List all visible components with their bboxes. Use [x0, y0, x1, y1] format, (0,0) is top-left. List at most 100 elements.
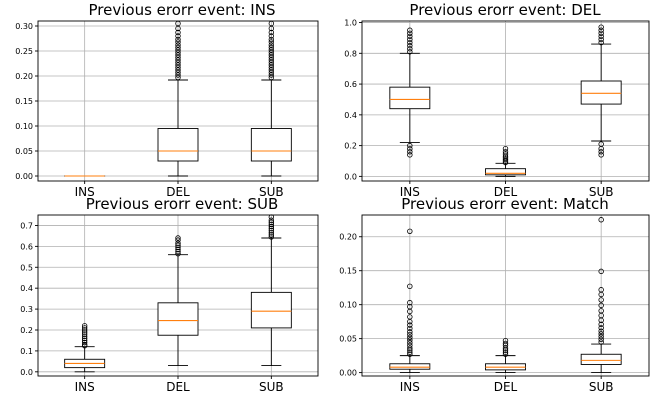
outlier-point — [81, 341, 88, 348]
outlier-point — [81, 323, 88, 329]
outlier-point — [407, 340, 413, 346]
subplot-match: Previous erorr event: Match 0.00 0.05 0.10… — [339, 195, 650, 394]
outlier-point — [268, 54, 275, 61]
y-tick-label: 0.2 — [20, 326, 33, 335]
iqr-box — [485, 168, 526, 176]
outlier-point — [175, 47, 181, 53]
x-tick-label: INS — [75, 185, 95, 199]
outlier-point — [175, 29, 181, 36]
y-tick-label: 0.3 — [20, 305, 33, 314]
outlier-point — [407, 142, 413, 149]
outlier-point — [268, 52, 275, 58]
outlier-point — [268, 227, 275, 234]
outlier-point — [407, 39, 413, 46]
y-tick-label: 0.20 — [15, 72, 33, 81]
outlier-point — [598, 308, 604, 314]
outlier-point — [598, 152, 604, 158]
axes-frame — [37, 20, 319, 182]
outlier-point — [502, 340, 509, 347]
outlier-point — [407, 36, 413, 43]
outlier-point — [268, 225, 275, 232]
outlier-point — [407, 45, 413, 52]
y-tick-label: 0.05 — [339, 335, 357, 344]
iqr-box — [250, 291, 292, 329]
outlier-point — [268, 49, 275, 56]
outlier-point — [175, 42, 181, 48]
y-tick-label: 0.0 — [344, 172, 357, 181]
x-tick-label: DEL — [166, 380, 190, 394]
outlier-point — [598, 339, 604, 345]
box-sub — [250, 20, 292, 177]
outlier-point — [502, 155, 509, 161]
outlier-point — [598, 302, 604, 309]
y-tick-label: 0.8 — [344, 49, 357, 58]
x-tick-label: SUB — [259, 380, 284, 394]
outlier-point — [598, 141, 604, 147]
outlier-point — [407, 299, 413, 306]
box-ins — [389, 27, 431, 158]
outlier-point — [407, 228, 413, 235]
outlier-point — [175, 59, 181, 66]
outlier-point — [268, 39, 275, 45]
outlier-point — [175, 248, 181, 255]
outlier-point — [175, 242, 181, 249]
iqr-box — [389, 363, 431, 370]
outlier-point — [407, 304, 413, 310]
subplot-del: Previous erorr event: DEL 0.0 0.2 0.4 0.6 0.… — [344, 1, 650, 199]
outlier-point — [268, 25, 275, 32]
outlier-point — [175, 25, 181, 32]
outlier-point — [598, 39, 604, 46]
outlier-point — [502, 156, 509, 163]
outlier-point — [175, 54, 181, 61]
outlier-point — [175, 62, 181, 68]
outlier-point — [502, 351, 509, 357]
outlier-point — [407, 33, 413, 40]
outlier-point — [502, 151, 509, 157]
axes-frame — [361, 20, 650, 182]
y-tick-label: 0.4 — [20, 284, 33, 293]
outlier-point — [175, 33, 181, 39]
outlier-point — [407, 337, 413, 343]
box-sub — [580, 24, 622, 158]
y-tick-label: 1.0 — [344, 19, 357, 28]
outlier-point — [175, 244, 181, 251]
outlier-point — [81, 329, 88, 335]
x-tick-label: INS — [75, 380, 95, 394]
iqr-box — [580, 353, 622, 365]
y-tick-label: 0.05 — [15, 147, 33, 156]
y-tick-label: 0.00 — [339, 369, 357, 378]
outlier-point — [407, 145, 413, 152]
outlier-point — [175, 36, 181, 43]
iqr-box — [580, 80, 622, 105]
y-tick-label: 0.2 — [344, 142, 357, 151]
outlier-point — [175, 235, 181, 241]
outlier-point — [175, 52, 181, 58]
outlier-point — [598, 217, 604, 223]
outlier-point — [81, 327, 88, 333]
box-del — [157, 20, 199, 177]
y-tick-label: 0.15 — [15, 97, 33, 106]
outlier-point — [598, 24, 604, 30]
y-tick-label: 0.10 — [339, 301, 357, 310]
box-ins — [64, 323, 106, 373]
outlier-point — [598, 331, 604, 337]
outlier-point — [502, 149, 509, 155]
outlier-point — [407, 152, 413, 158]
outlier-point — [407, 325, 413, 332]
box-del — [485, 337, 526, 374]
outlier-point — [598, 33, 604, 40]
x-tick-label: INS — [400, 380, 420, 394]
x-tick-label: SUB — [259, 185, 284, 199]
outlier-point — [175, 44, 181, 51]
outlier-point — [407, 30, 413, 37]
iqr-box — [157, 128, 199, 162]
outlier-point — [407, 345, 413, 351]
iqr-box — [157, 302, 199, 336]
outlier-point — [81, 331, 88, 337]
box-del — [157, 235, 199, 366]
y-tick-label: 0.6 — [344, 80, 357, 89]
outlier-point — [268, 232, 275, 238]
outlier-point — [407, 329, 413, 335]
outlier-point — [268, 230, 275, 236]
subplot-sub: Previous erorr event: SUB 0.0 0.1 0.2 0.3 0.… — [20, 195, 319, 394]
